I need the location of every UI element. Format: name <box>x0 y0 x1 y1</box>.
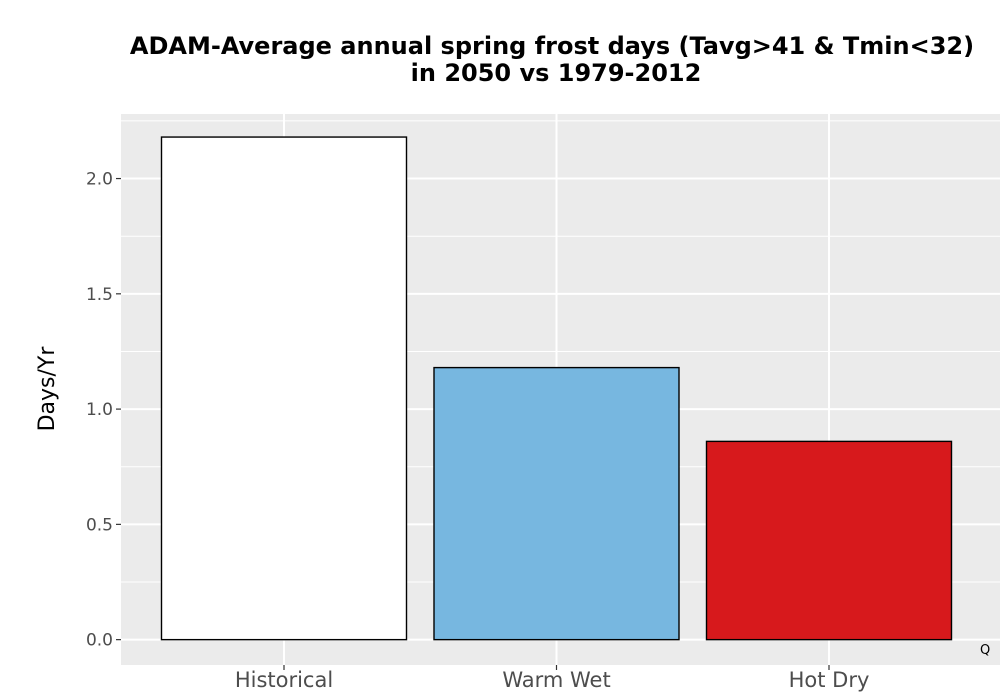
y-axis-ticks <box>116 177 121 641</box>
x-axis-tick-labels: Historical Warm Wet Hot Dry <box>235 668 870 692</box>
bar-warm-wet <box>433 366 680 641</box>
y-tick-label: 1.5 <box>86 285 113 305</box>
x-tick-label: Hot Dry <box>789 668 870 692</box>
y-axis-title: Days/Yr <box>35 346 60 432</box>
chart-title-line-1: ADAM-Average annual spring frost days (T… <box>130 32 974 60</box>
y-axis-tick-labels: 0.0 0.5 1.0 1.5 2.0 <box>86 170 113 651</box>
bars <box>160 136 953 641</box>
y-tick-label: 0.5 <box>86 515 113 535</box>
x-tick-label: Historical <box>235 668 333 692</box>
y-tick-label: 1.0 <box>86 400 113 420</box>
x-axis-ticks <box>283 665 830 670</box>
bar-historical <box>160 136 408 641</box>
y-tick-label: 0.0 <box>86 631 113 651</box>
bar-hot-dry <box>705 440 953 641</box>
y-tick-label: 2.0 <box>86 170 113 190</box>
x-tick-label: Warm Wet <box>502 668 610 692</box>
chart-title-line-2: in 2050 vs 1979-2012 <box>411 59 702 87</box>
corner-annotation: Q <box>980 643 990 658</box>
